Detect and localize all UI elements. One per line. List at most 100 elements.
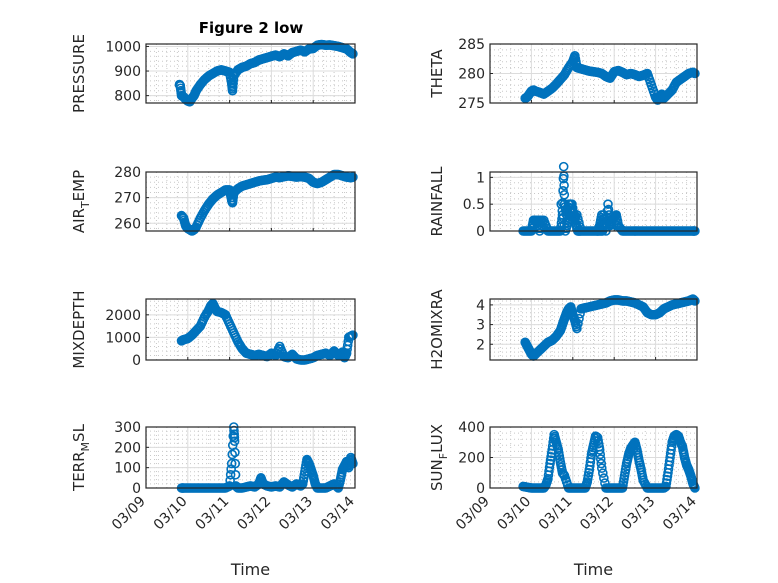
data-point (572, 323, 582, 334)
data-point (230, 469, 241, 480)
data-point (595, 449, 606, 460)
data-point (536, 215, 547, 226)
data-point (569, 211, 579, 222)
data-point (690, 68, 700, 79)
axes-box (145, 426, 356, 489)
data-point (229, 432, 240, 443)
y-axis-label: TERRMSL (70, 423, 92, 492)
subplot-rainfall: 0 0.5 1 RAINFALL (428, 161, 700, 240)
axes-box (145, 298, 356, 361)
data-point (573, 318, 583, 329)
data-point (229, 436, 240, 447)
data-point (556, 199, 567, 209)
subplot-air-temp: 260 270 280 AIRTEMP (70, 165, 358, 236)
y-tick-label: 900 (114, 64, 141, 80)
y-tick-label: 0 (132, 353, 141, 369)
data-point (545, 458, 555, 469)
data-point (661, 481, 671, 492)
data-point (598, 468, 608, 478)
x-tick-label: 03/09 (109, 494, 149, 534)
x-tick-label: 03/13 (619, 494, 659, 534)
data-point (229, 429, 239, 439)
y-tick-label: 280 (114, 165, 141, 181)
y-axis-label: MIXDEPTH (70, 290, 88, 368)
axes-box (145, 171, 356, 232)
data-point (348, 172, 358, 182)
y-tick-label: 800 (114, 89, 141, 105)
y-tick-label: 400 (458, 420, 485, 436)
y-tick-label: 200 (458, 451, 485, 467)
axes-box (489, 426, 698, 489)
data-point (599, 473, 609, 483)
data-point (594, 445, 605, 455)
data-point (558, 161, 569, 172)
data-point (574, 313, 584, 324)
data-point (595, 454, 606, 464)
x-tick-label: 03/14 (318, 493, 358, 533)
data-point (225, 469, 236, 480)
x-tick-label: 03/10 (494, 494, 534, 534)
y-tick-label: 100 (114, 461, 141, 477)
y-tick-label: 4 (476, 298, 485, 314)
data-point (690, 296, 700, 306)
y-tick-label: 275 (458, 96, 485, 112)
y-tick-label: 0 (476, 481, 485, 497)
data-point (603, 199, 613, 209)
y-tick-label: 300 (114, 420, 141, 436)
y-tick-label: 0 (132, 481, 141, 497)
data-point (225, 475, 235, 486)
y-axis-label: AIRTEMP (70, 170, 92, 233)
data-point (227, 449, 238, 460)
y-axis-label: RAINFALL (428, 166, 446, 237)
data-point (348, 49, 358, 59)
x-tick-label: 03/12 (577, 494, 617, 534)
data-point (596, 463, 607, 473)
y-axis-label: H2OMIXRA (428, 289, 446, 370)
data-point (666, 441, 677, 451)
y-tick-label: 0.5 (463, 197, 485, 213)
y-tick-label: 1000 (105, 330, 141, 346)
data-point (230, 458, 241, 469)
data-point (348, 330, 358, 340)
data-point (596, 458, 607, 469)
x-axis-label: Time (230, 560, 270, 579)
subplot-pressure: 800 900 1000 PRESSURE (70, 34, 358, 113)
data-point (559, 189, 570, 200)
data-point (603, 204, 614, 215)
data-point (545, 455, 556, 465)
y-tick-label: 3 (476, 318, 485, 334)
figure-title: Figure 2 low (199, 19, 304, 37)
y-tick-label: 1000 (105, 39, 141, 55)
y-tick-label: 2 (476, 337, 485, 353)
y-tick-label: 280 (458, 67, 485, 83)
data-point (226, 458, 237, 469)
y-axis-label: PRESSURE (70, 34, 88, 113)
axes-box (489, 298, 698, 361)
y-tick-label: 270 (114, 191, 141, 207)
x-tick-label: 03/12 (234, 494, 274, 534)
data-point (662, 474, 672, 485)
x-tick-label: 03/13 (276, 494, 316, 534)
x-tick-label: 03/09 (453, 494, 493, 534)
subplot-sun-flux: 03/09 03/10 03/11 03/12 03/13 03/14 0 200 400 SUN… (428, 420, 700, 579)
data-point (348, 458, 358, 469)
x-axis-label: Time (573, 560, 613, 579)
axes-box (489, 171, 698, 232)
subplot-terr-msl: 03/09 03/10 03/11 03/12 03/13 03/14 0 100 200 300… (70, 420, 358, 579)
plot-area (490, 172, 697, 231)
plot-area (146, 427, 355, 488)
data-point (558, 185, 568, 196)
axes-box (489, 43, 698, 104)
axes-box (145, 43, 356, 104)
y-tick-label: 260 (114, 216, 141, 232)
data-point (661, 478, 672, 488)
y-tick-label: 2000 (105, 308, 141, 324)
x-tick-label: 03/14 (660, 493, 700, 533)
y-tick-label: 1 (476, 170, 485, 186)
data-point (611, 220, 622, 231)
subplot-h2omixra: 2 3 4 H2OMIXRA (428, 289, 700, 370)
y-tick-label: 0 (476, 224, 485, 240)
y-tick-label: 285 (458, 37, 485, 53)
y-axis-label: THETA (428, 49, 446, 99)
